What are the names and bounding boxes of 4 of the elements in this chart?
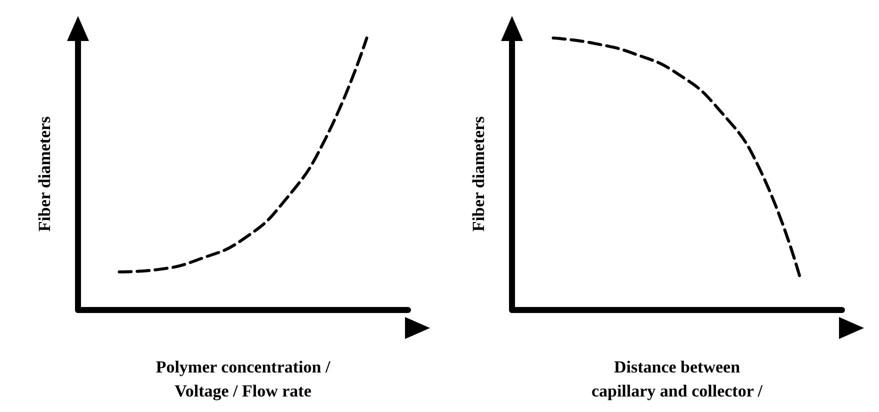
y-axis-title: Fiber diameters (35, 116, 54, 232)
x-axis-title: Polymer concentration / Voltage / Flow rate (156, 358, 330, 400)
y-axis-title: Fiber diameters (469, 116, 488, 232)
x-axis-title: Distance between capillary and collector / (591, 358, 763, 400)
